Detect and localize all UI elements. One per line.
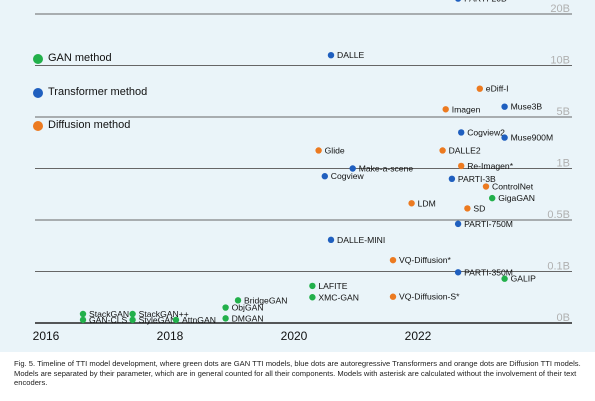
point-dot — [449, 176, 455, 182]
point-dot — [129, 317, 135, 323]
level-label: 10B — [550, 55, 570, 67]
year-tick-label: 2018 — [157, 329, 184, 343]
point-dot — [315, 147, 321, 153]
point-label: GigaGAN — [498, 193, 535, 203]
point-label: Re-Imagen* — [467, 161, 514, 171]
point-dot — [309, 283, 315, 289]
point-label: DALLE — [337, 50, 364, 60]
point-label: PARTI-350M — [464, 267, 513, 277]
point-dot — [439, 147, 445, 153]
year-tick-label: 2022 — [405, 329, 432, 343]
point-dot — [173, 317, 179, 323]
legend-diffusion-label: Diffusion method — [48, 119, 130, 131]
point-dot — [489, 195, 495, 201]
point-label: DMGAN — [232, 313, 264, 323]
point-dot — [390, 257, 396, 263]
point-label: PARTI-3B — [458, 174, 496, 184]
point-label: StyleGAN — [139, 315, 177, 325]
point-label: LAFITE — [318, 281, 347, 291]
legend-transformer-label: Transformer method — [48, 86, 147, 98]
level-label: 0.1B — [547, 261, 570, 273]
point-dot — [390, 294, 396, 300]
point-dot — [455, 221, 461, 227]
point-label: GALIP — [511, 274, 537, 284]
level-label: 1B — [557, 158, 570, 170]
point-label: DALLE2 — [449, 145, 481, 155]
point-label: LDM — [418, 198, 436, 208]
timeline-chart: 0B 0.1B 0.5B 1B 5B 10B 20B 2016 2018 2020 2022 St… — [0, 0, 595, 352]
point-label: VQ-Diffusion* — [399, 255, 452, 265]
point-label: eDiff-I — [486, 84, 509, 94]
point-dot — [477, 85, 483, 91]
point-label: ControlNet — [492, 182, 534, 192]
point-dot — [501, 134, 507, 140]
point-dot — [222, 304, 228, 310]
level-label: 0B — [557, 312, 570, 324]
point-dot — [222, 315, 228, 321]
point-dot — [309, 294, 315, 300]
point-label: DALLE-MINI — [337, 235, 385, 245]
level-label: 5B — [557, 106, 570, 118]
point-label: ObjGAN — [232, 303, 264, 313]
point-label: Cogview — [331, 171, 365, 181]
year-tick-label: 2016 — [33, 329, 60, 343]
point-dot — [80, 311, 86, 317]
year-tick-label: 2020 — [281, 329, 308, 343]
point-label: GAN-CLS — [89, 315, 127, 325]
point-dot — [80, 317, 86, 323]
point-label: Cogview2 — [467, 127, 505, 137]
legend-gan-dot — [33, 54, 43, 64]
point-dot — [443, 106, 449, 112]
point-label: Muse900M — [511, 133, 554, 143]
point-label: Muse3B — [511, 102, 543, 112]
point-dot — [328, 52, 334, 58]
point-label: PARTI-750M — [464, 219, 513, 229]
point-label: Imagen — [452, 104, 481, 114]
point-dot — [129, 311, 135, 317]
point-label: Make-a-scene — [359, 164, 414, 174]
point-dot — [408, 200, 414, 206]
point-dot — [458, 163, 464, 169]
figure-caption: Fig. 5. Timeline of TTI model developmen… — [14, 359, 584, 388]
point-dot — [328, 237, 334, 243]
point-label: PARTI-20B — [464, 0, 507, 4]
point-label: Glide — [325, 145, 345, 155]
point-label: AttnGAN — [182, 315, 216, 325]
point-dot — [483, 183, 489, 189]
point-label: XMC-GAN — [318, 292, 359, 302]
point-label: VQ-Diffusion-S* — [399, 292, 460, 302]
point-dot — [455, 269, 461, 275]
point-label: SD — [473, 203, 485, 213]
point-dot — [464, 205, 470, 211]
legend-diffusion-dot — [33, 121, 43, 131]
level-label: 20B — [550, 3, 570, 15]
legend-transformer-dot — [33, 88, 43, 98]
legend-gan-label: GAN method — [48, 52, 112, 64]
level-label: 0.5B — [547, 209, 570, 221]
point-dot — [458, 129, 464, 135]
point-dot — [501, 104, 507, 110]
point-dot — [322, 173, 328, 179]
